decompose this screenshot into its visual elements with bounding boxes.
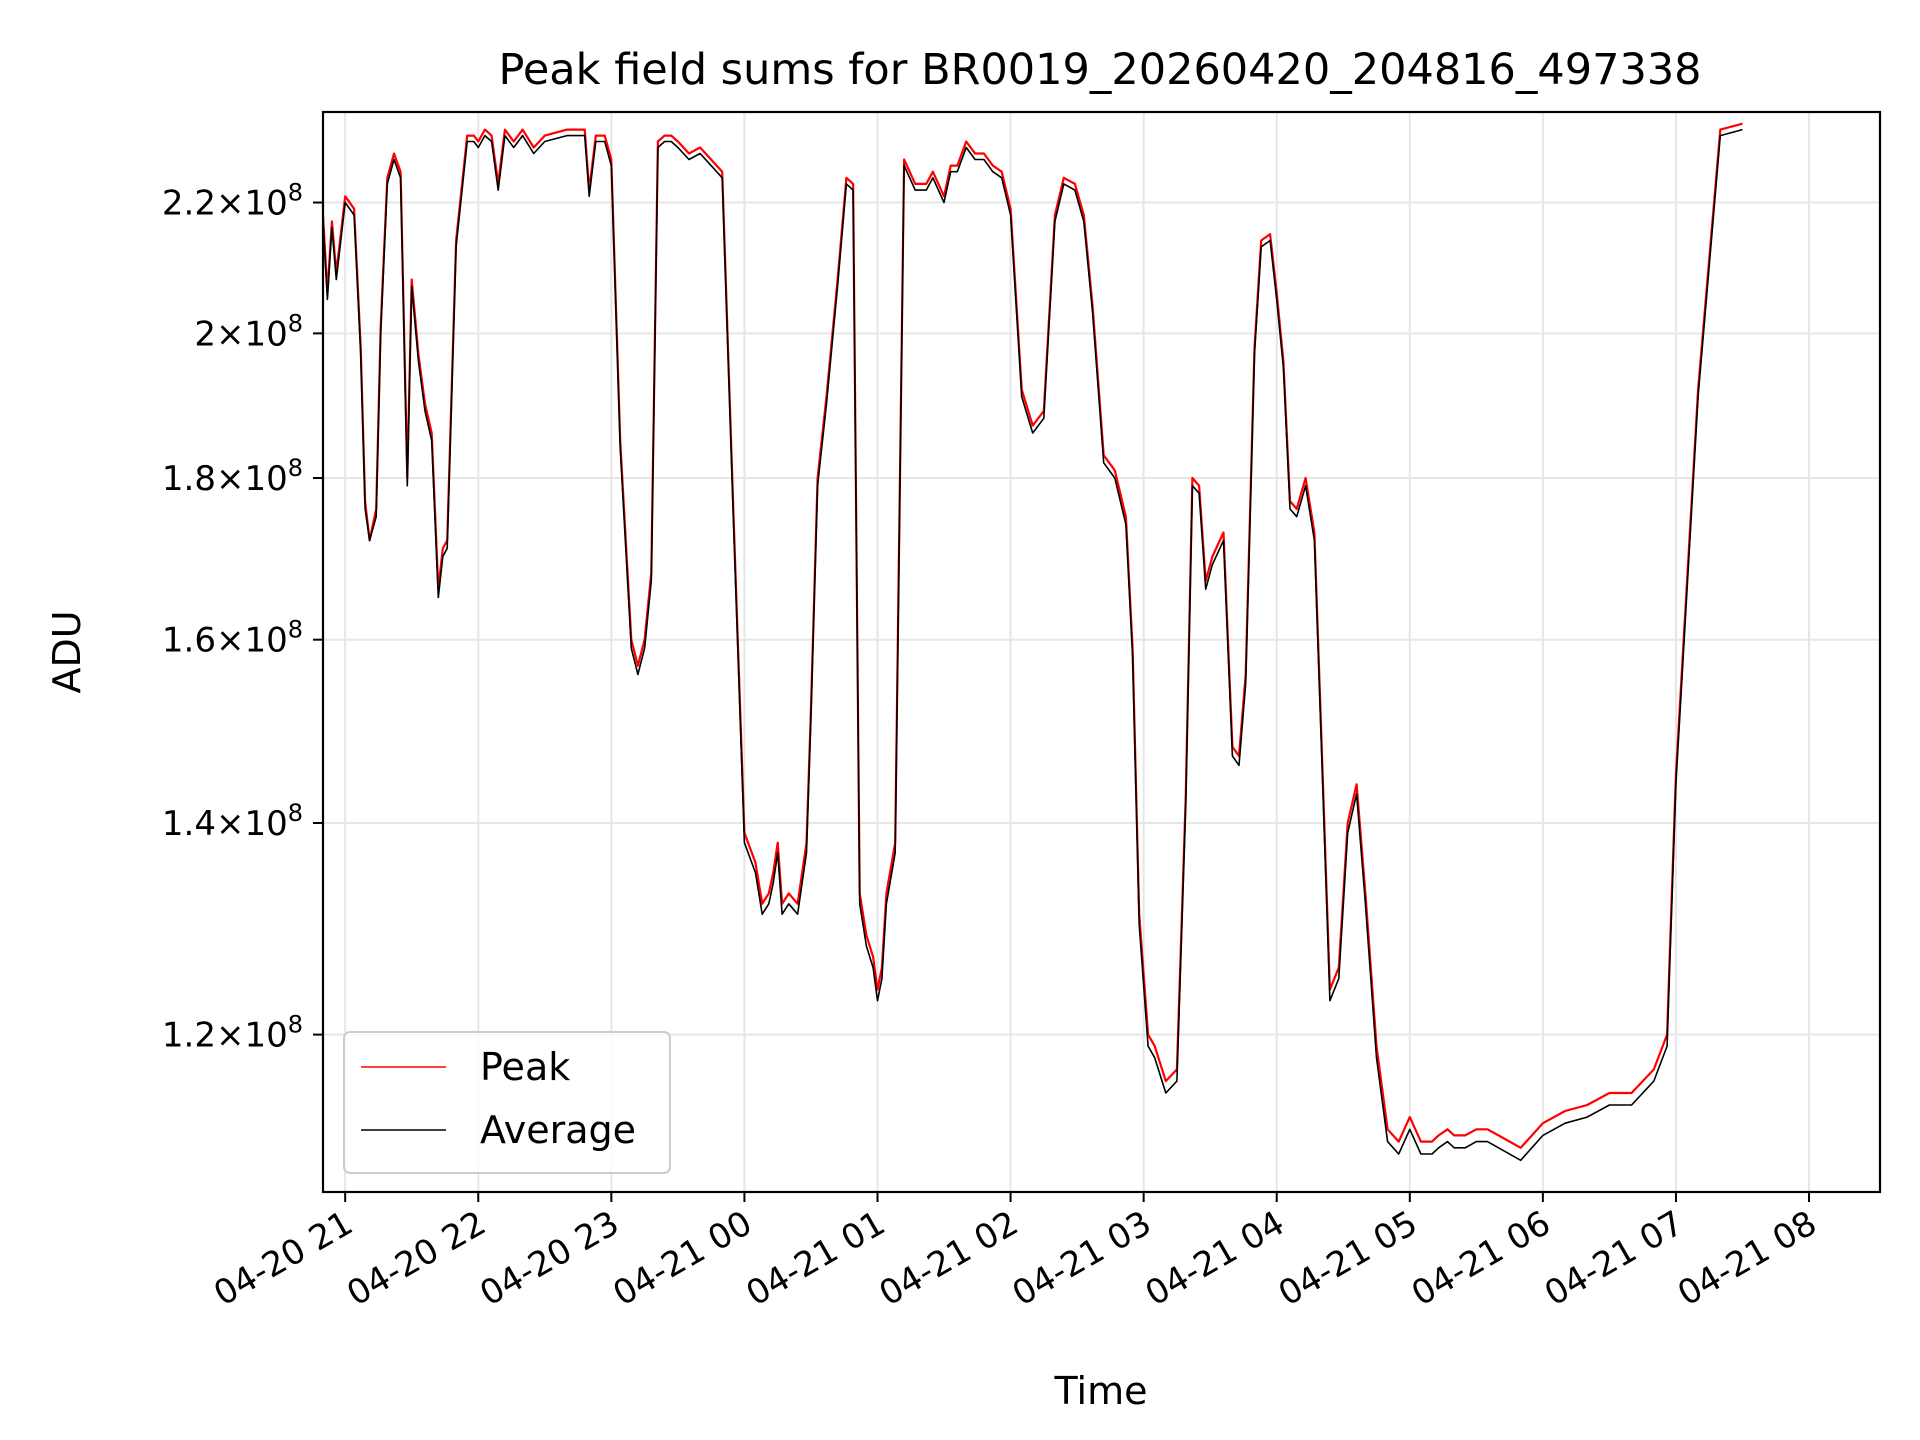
legend-label-average: Average	[480, 1108, 636, 1152]
y-tick-label: 1.4×108	[162, 799, 303, 844]
y-axis-label: ADU	[45, 610, 89, 693]
y-tick-label: 2×108	[194, 309, 303, 354]
y-tick-label: 1.2×108	[162, 1011, 303, 1056]
series-lines	[323, 122, 1743, 1162]
series-line-average	[323, 128, 1743, 1162]
legend: Peak Average	[343, 1031, 671, 1174]
grid-lines	[323, 112, 1880, 1192]
legend-label-peak: Peak	[480, 1045, 570, 1089]
x-axis-label: Time	[1054, 1369, 1148, 1413]
y-tick-label: 1.8×108	[162, 454, 303, 499]
y-axis-ticks: 1.2×108 1.4×108 1.6×108 1.8×108 2×108 2.2×108	[162, 179, 323, 1056]
series-line-peak	[323, 122, 1743, 1149]
chart-title: Peak field sums for BR0019_20260420_2048…	[498, 45, 1701, 95]
y-tick-label: 2.2×108	[162, 179, 303, 224]
plot-frame	[321, 110, 1882, 1194]
y-tick-label: 1.6×108	[162, 616, 303, 661]
